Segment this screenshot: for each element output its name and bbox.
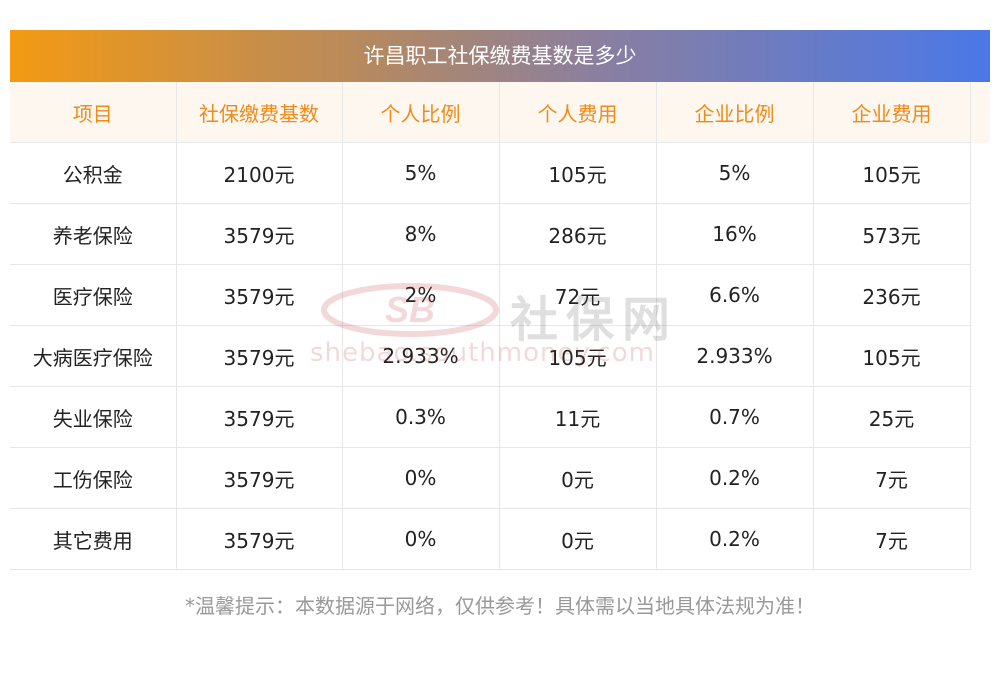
table-cell: 养老保险 [10,203,177,265]
column-header-item: 项目 [10,82,177,143]
table-cell: 3579元 [176,264,343,326]
table-cell: 3579元 [176,325,343,387]
table-cell: 0.2% [656,508,814,570]
table-cell: 0元 [499,508,657,570]
table-cell: 25元 [813,386,971,448]
table-cell: 105元 [813,142,971,204]
table-header-row: 项目 社保缴费基数 个人比例 个人费用 企业比例 企业费用 [10,82,971,143]
table-cell: 573元 [813,203,971,265]
table-cell: 5% [342,142,500,204]
table-cell: 105元 [499,325,657,387]
table-cell: 2.933% [342,325,500,387]
table-row: 工伤保险 3579元 0% 0元 0.2% 7元 [10,447,971,509]
table-cell: 其它费用 [10,508,177,570]
table-cell: 8% [342,203,500,265]
table-cell: 2% [342,264,500,326]
insurance-table: 项目 社保缴费基数 个人比例 个人费用 企业比例 企业费用 公积金 2100元 … [10,82,971,570]
table-cell: 105元 [813,325,971,387]
header-tail-decoration [970,82,990,143]
column-header-base: 社保缴费基数 [176,82,343,143]
table-cell: 0.2% [656,447,814,509]
table-cell: 0% [342,508,500,570]
table-row: 失业保险 3579元 0.3% 11元 0.7% 25元 [10,386,971,448]
table-row: 公积金 2100元 5% 105元 5% 105元 [10,142,971,204]
table-cell: 6.6% [656,264,814,326]
table-cell: 72元 [499,264,657,326]
table-title: 许昌职工社保缴费基数是多少 [10,30,990,82]
column-header-personal-rate: 个人比例 [342,82,500,143]
table-cell: 0元 [499,447,657,509]
table-cell: 3579元 [176,508,343,570]
table-cell: 236元 [813,264,971,326]
table-cell: 失业保险 [10,386,177,448]
table-cell: 16% [656,203,814,265]
table-cell: 工伤保险 [10,447,177,509]
table-cell: 7元 [813,447,971,509]
table-cell: 3579元 [176,203,343,265]
table-row: 大病医疗保险 3579元 2.933% 105元 2.933% 105元 [10,325,971,387]
table-row: 养老保险 3579元 8% 286元 16% 573元 [10,203,971,265]
table-cell: 医疗保险 [10,264,177,326]
table-cell: 5% [656,142,814,204]
column-header-company-cost: 企业费用 [813,82,971,143]
table-cell: 3579元 [176,447,343,509]
table-cell: 3579元 [176,386,343,448]
footer-note: *温馨提示：本数据源于网络，仅供参考！具体需以当地具体法规为准！ [185,594,815,618]
table-cell: 11元 [499,386,657,448]
table-cell: 105元 [499,142,657,204]
table-cell: 公积金 [10,142,177,204]
column-header-company-rate: 企业比例 [656,82,814,143]
table-cell: 286元 [499,203,657,265]
column-header-personal-cost: 个人费用 [499,82,657,143]
table-cell: 7元 [813,508,971,570]
table-row: 其它费用 3579元 0% 0元 0.2% 7元 [10,508,971,570]
table-cell: 2.933% [656,325,814,387]
table-cell: 2100元 [176,142,343,204]
table-cell: 大病医疗保险 [10,325,177,387]
table-row: 医疗保险 3579元 2% 72元 6.6% 236元 [10,264,971,326]
table-cell: 0.7% [656,386,814,448]
table-cell: 0% [342,447,500,509]
table-cell: 0.3% [342,386,500,448]
